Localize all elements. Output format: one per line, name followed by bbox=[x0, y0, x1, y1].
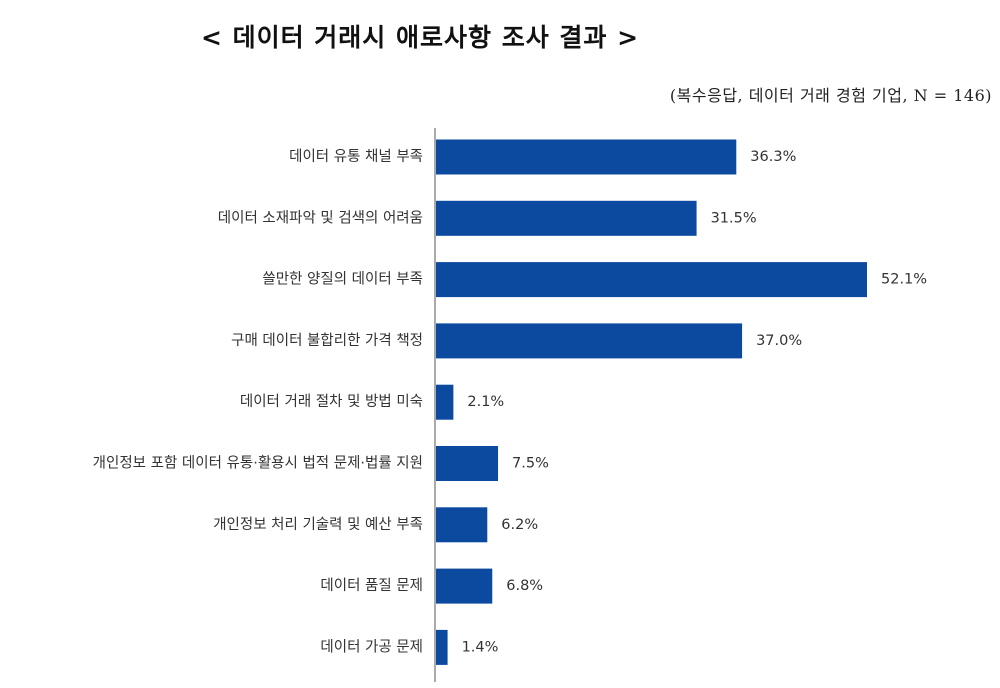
bars-group: 데이터 유통 채널 부족 36.3% 데이터 소재파악 및 검색의 어려움 31.5%… bbox=[93, 139, 927, 665]
bar bbox=[436, 200, 697, 236]
category-label: 개인정보 처리 기술력 및 예산 부족 bbox=[213, 516, 423, 533]
value-label: 52.1% bbox=[881, 272, 927, 288]
bar bbox=[436, 507, 488, 543]
value-label: 37.0% bbox=[756, 333, 802, 349]
category-label: 데이터 소재파악 및 검색의 어려움 bbox=[218, 209, 423, 226]
value-label: 6.8% bbox=[506, 578, 543, 594]
bar bbox=[436, 139, 737, 175]
bar bbox=[436, 323, 743, 359]
bar bbox=[436, 568, 493, 604]
value-label: 2.1% bbox=[467, 394, 504, 410]
category-label: 데이터 유통 채널 부족 bbox=[289, 148, 423, 165]
value-label: 36.3% bbox=[750, 149, 796, 165]
value-label: 31.5% bbox=[711, 210, 757, 226]
category-label: 데이터 거래 절차 및 방법 미숙 bbox=[240, 393, 423, 410]
value-label: 7.5% bbox=[512, 456, 549, 472]
category-label: 데이터 가공 문제 bbox=[320, 638, 423, 655]
value-label: 1.4% bbox=[462, 639, 499, 655]
bar bbox=[436, 262, 867, 298]
value-label: 6.2% bbox=[501, 517, 538, 533]
category-label: 쓸만한 양질의 데이터 부족 bbox=[262, 271, 423, 288]
category-label: 구매 데이터 불합리한 가격 책정 bbox=[231, 332, 423, 349]
bar bbox=[436, 384, 454, 420]
bar bbox=[436, 629, 448, 665]
category-label: 개인정보 포함 데이터 유통·활용시 법적 문제·법률 지원 bbox=[93, 455, 423, 472]
category-label: 데이터 품질 문제 bbox=[320, 577, 423, 594]
chart-title: < 데이터 거래시 애로사항 조사 결과 > bbox=[200, 23, 640, 52]
chart-note: (복수응답, 데이터 거래 경험 기업, N = 146) bbox=[669, 86, 992, 105]
bar bbox=[436, 446, 499, 481]
